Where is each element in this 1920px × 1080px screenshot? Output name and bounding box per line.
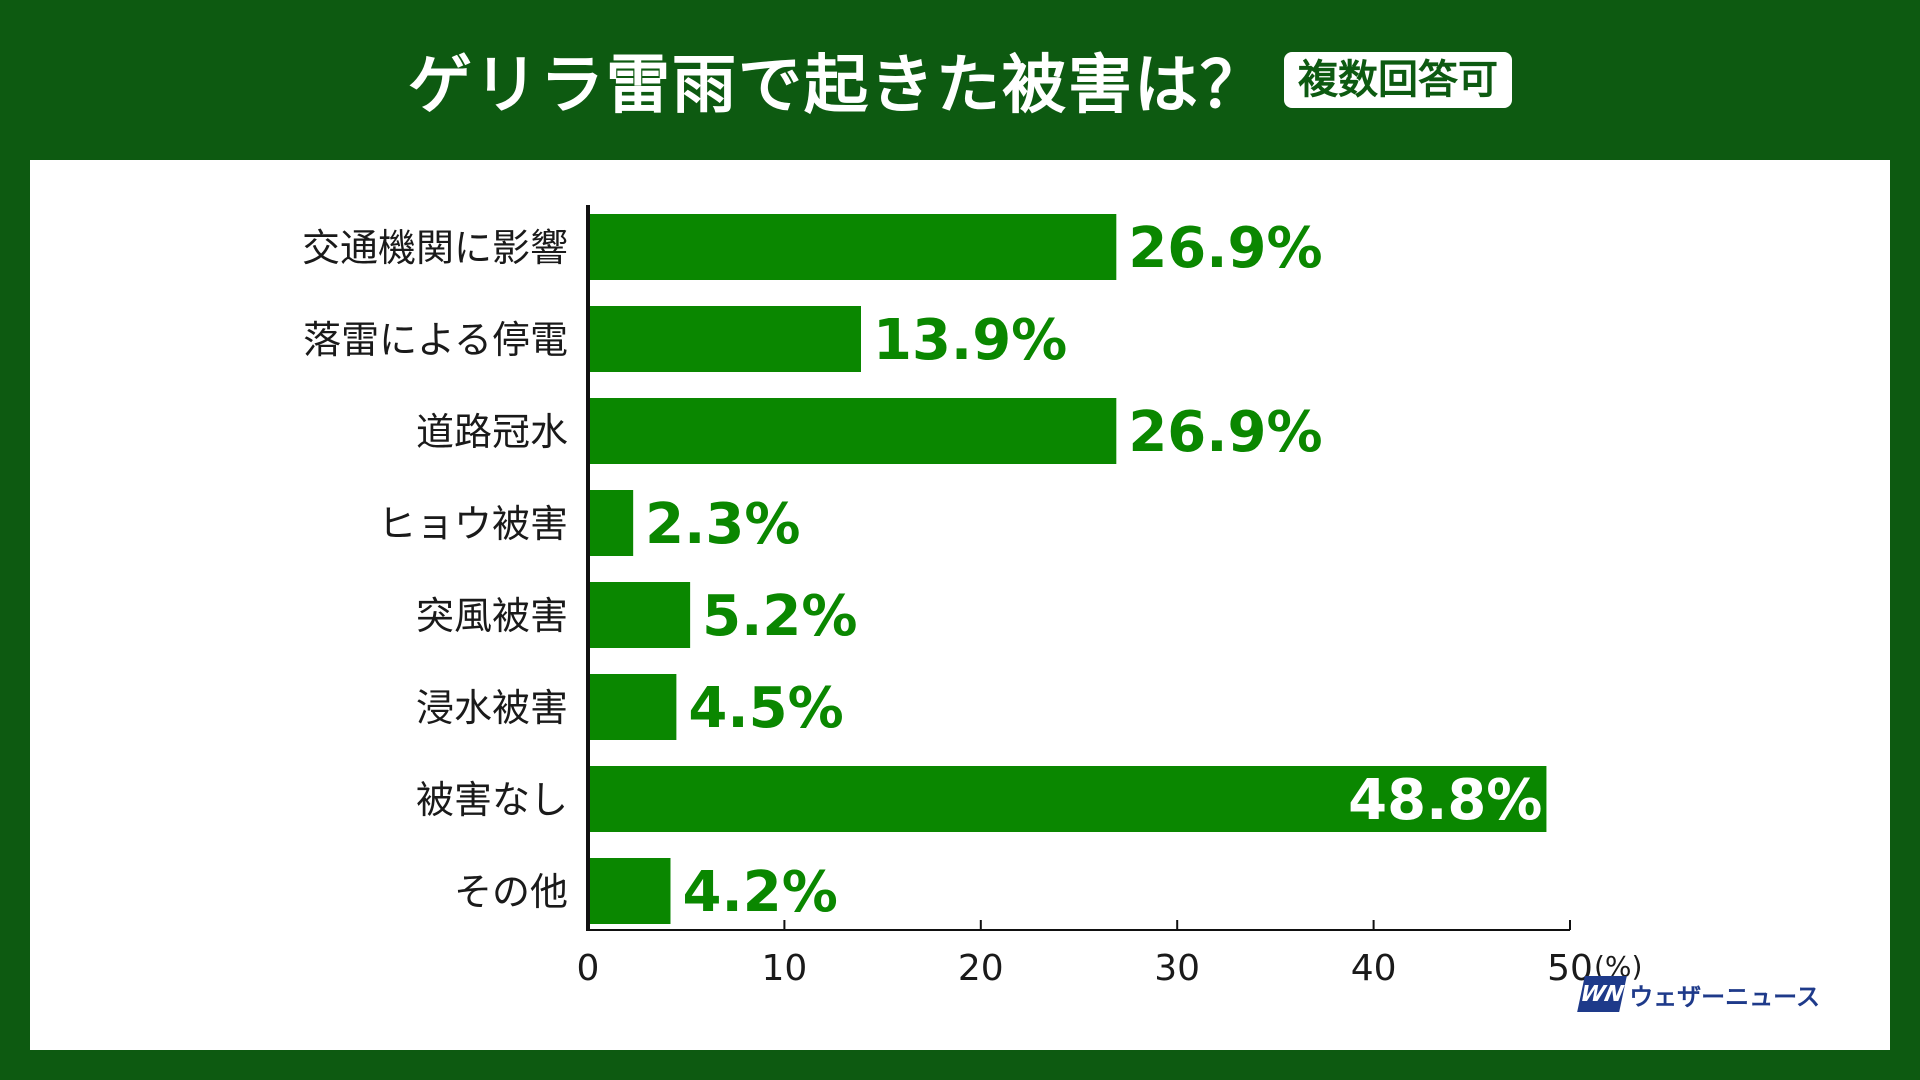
bar-chart: 交通機関に影響 26.9% 落雷による停電 13.9% 道路冠水 26.9% ヒョウ被害 2.…: [302, 205, 1642, 989]
value-label-7: 48.8%: [1348, 768, 1542, 833]
x-tick-label-20: 20: [958, 948, 1004, 989]
category-label-5: 突風被害: [416, 594, 568, 638]
value-label-6: 4.5%: [688, 676, 843, 741]
value-label-1: 26.9%: [1128, 216, 1322, 281]
category-label-8: その他: [454, 870, 568, 914]
x-tick-label-0: 0: [577, 948, 600, 989]
value-label-8: 4.2%: [682, 860, 837, 925]
category-label-7: 被害なし: [416, 778, 568, 822]
category-label-2: 落雷による停電: [303, 318, 568, 362]
chart-header: ゲリラ雷雨で起きた被害は？ 複数回答可: [0, 0, 1920, 160]
category-label-4: ヒョウ被害: [378, 502, 568, 546]
x-tick-label-40: 40: [1351, 948, 1397, 989]
value-label-2: 13.9%: [873, 308, 1067, 373]
category-label-3: 道路冠水: [416, 410, 568, 454]
bar-3: [588, 398, 1117, 464]
value-label-3: 26.9%: [1128, 400, 1322, 465]
weathernews-logo-text: ウェザーニュース: [1629, 982, 1820, 1011]
bar-2: [588, 306, 861, 372]
value-label-4: 2.3%: [645, 492, 800, 557]
category-label-1: 交通機関に影響: [302, 226, 568, 270]
bar-6: [588, 674, 677, 740]
bar-5: [588, 582, 691, 648]
x-tick-label-30: 30: [1154, 948, 1200, 989]
chart-panel: 交通機関に影響 26.9% 落雷による停電 13.9% 道路冠水 26.9% ヒョウ被害 2.…: [30, 160, 1890, 1050]
weathernews-logo-mark: WN: [1577, 976, 1628, 1012]
value-label-5: 5.2%: [702, 584, 857, 649]
weathernews-logo: WN ウェザーニュース: [1577, 976, 1820, 1012]
x-tick-label-10: 10: [761, 948, 807, 989]
multiple-answers-badge: 複数回答可: [1284, 52, 1512, 108]
chart-title: ゲリラ雷雨で起きた被害は？: [408, 49, 1266, 123]
bar-8: [588, 858, 671, 924]
bar-1: [588, 214, 1117, 280]
bar-4: [588, 490, 634, 556]
category-label-6: 浸水被害: [416, 686, 568, 730]
bar-7: [588, 766, 1547, 832]
